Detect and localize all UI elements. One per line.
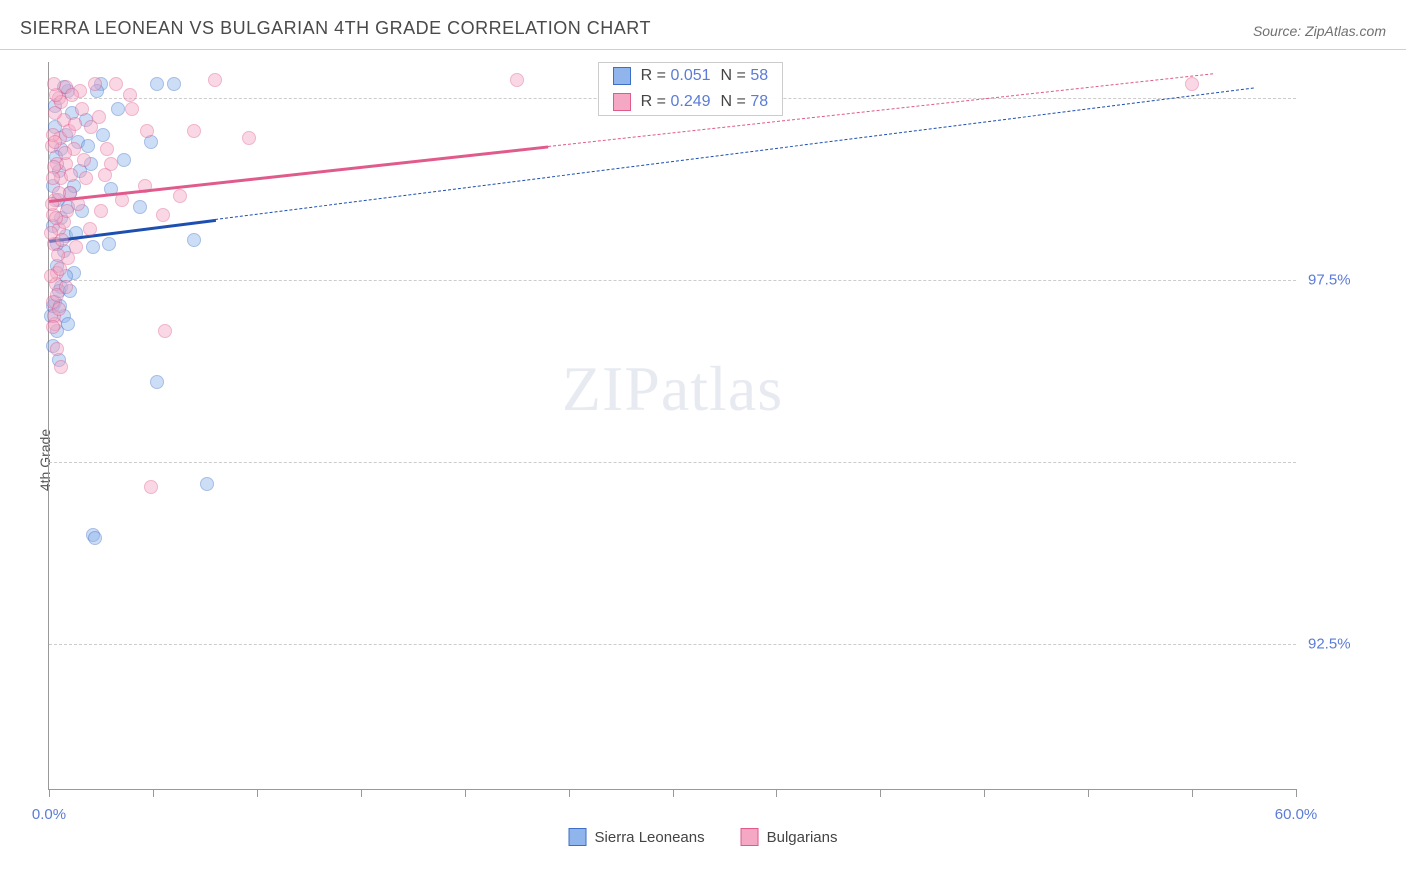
data-point — [167, 77, 181, 91]
legend-swatch — [741, 828, 759, 846]
chart-header: SIERRA LEONEAN VS BULGARIAN 4TH GRADE CO… — [0, 0, 1406, 50]
data-point — [150, 77, 164, 91]
data-point — [123, 88, 137, 102]
x-tick — [880, 789, 881, 797]
x-tick — [673, 789, 674, 797]
data-point — [158, 324, 172, 338]
x-tick — [257, 789, 258, 797]
data-point — [133, 200, 147, 214]
legend-label: Bulgarians — [767, 829, 838, 846]
data-point — [60, 204, 74, 218]
legend-swatch — [613, 67, 631, 85]
stats-legend-row: R = 0.051 N = 58 — [599, 63, 782, 89]
data-point — [100, 142, 114, 156]
data-point — [200, 477, 214, 491]
stat-n: N = 78 — [721, 93, 769, 111]
data-point — [156, 208, 170, 222]
x-tick — [776, 789, 777, 797]
gridline — [49, 462, 1296, 463]
chart-title: SIERRA LEONEAN VS BULGARIAN 4TH GRADE CO… — [20, 18, 651, 39]
data-point — [140, 124, 154, 138]
x-tick — [1296, 789, 1297, 797]
data-point — [79, 171, 93, 185]
x-tick-label: 60.0% — [1275, 806, 1318, 823]
watermark-atlas: atlas — [661, 353, 783, 424]
gridline — [49, 280, 1296, 281]
x-tick — [984, 789, 985, 797]
legend-swatch — [569, 828, 587, 846]
data-point — [173, 189, 187, 203]
x-tick — [153, 789, 154, 797]
data-point — [83, 222, 97, 236]
data-point — [88, 77, 102, 91]
data-point — [61, 317, 75, 331]
data-point — [54, 360, 68, 374]
data-point — [208, 73, 222, 87]
legend-swatch — [613, 93, 631, 111]
x-tick — [465, 789, 466, 797]
x-tick-label: 0.0% — [32, 806, 66, 823]
data-point — [55, 233, 69, 247]
data-point — [242, 131, 256, 145]
x-tick — [1192, 789, 1193, 797]
data-point — [88, 531, 102, 545]
data-point — [68, 117, 82, 131]
watermark-zip: ZIP — [562, 353, 661, 424]
data-point — [69, 240, 83, 254]
stat-r: R = 0.249 — [641, 93, 711, 111]
data-point — [109, 77, 123, 91]
data-point — [187, 124, 201, 138]
data-point — [111, 102, 125, 116]
stats-legend: R = 0.051 N = 58 R = 0.249 N = 78 — [598, 62, 783, 116]
plot-region: ZIPatlas 92.5%97.5%0.0%60.0%R = 0.051N =… — [48, 62, 1296, 790]
data-point — [117, 153, 131, 167]
data-point — [47, 77, 61, 91]
data-point — [46, 171, 60, 185]
chart-area: 4th Grade ZIPatlas 92.5%97.5%0.0%60.0%R … — [0, 50, 1406, 870]
x-tick — [569, 789, 570, 797]
stats-legend-row: R = 0.249 N = 78 — [599, 89, 782, 115]
data-point — [150, 375, 164, 389]
data-point — [92, 110, 106, 124]
watermark: ZIPatlas — [562, 352, 783, 426]
data-point — [86, 240, 100, 254]
data-point — [98, 168, 112, 182]
data-point — [125, 102, 139, 116]
legend-item: Sierra Leoneans — [569, 828, 705, 846]
data-point — [144, 480, 158, 494]
stat-r: R = 0.051 — [641, 67, 711, 85]
legend-bottom: Sierra Leoneans Bulgarians — [569, 828, 838, 846]
data-point — [96, 128, 110, 142]
data-point — [510, 73, 524, 87]
data-point — [94, 204, 108, 218]
gridline — [49, 644, 1296, 645]
data-point — [187, 233, 201, 247]
data-point — [81, 139, 95, 153]
legend-item: Bulgarians — [741, 828, 838, 846]
data-point — [102, 237, 116, 251]
x-tick — [1088, 789, 1089, 797]
data-point — [59, 280, 73, 294]
x-tick — [361, 789, 362, 797]
stat-n: N = 58 — [721, 67, 769, 85]
legend-label: Sierra Leoneans — [595, 829, 705, 846]
data-point — [58, 146, 72, 160]
data-point — [64, 168, 78, 182]
data-point — [1185, 77, 1199, 91]
chart-source: Source: ZipAtlas.com — [1253, 23, 1386, 39]
data-point — [51, 248, 65, 262]
y-tick-label: 92.5% — [1308, 635, 1388, 652]
data-point — [53, 262, 67, 276]
x-tick — [49, 789, 50, 797]
y-tick-label: 97.5% — [1308, 272, 1388, 289]
